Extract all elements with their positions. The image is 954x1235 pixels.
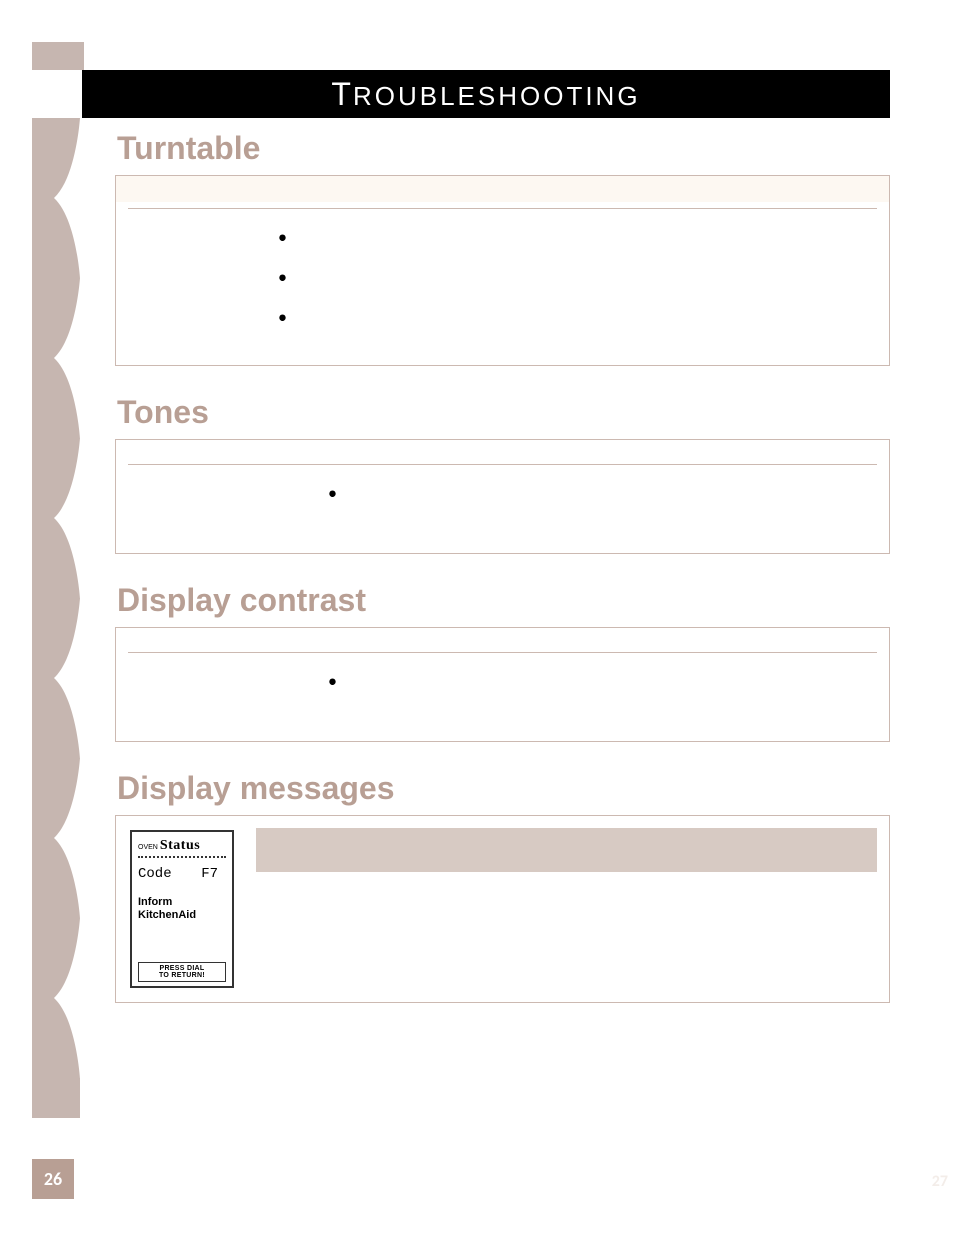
- section-card-display-messages: OVEN Status Code F7 Inform KitchenAid PR…: [115, 815, 890, 1003]
- card-divider: [128, 652, 877, 653]
- content-column: Turntable Tones Display contrast: [115, 118, 890, 1003]
- bullet-list: [128, 483, 877, 535]
- lcd-inform: Inform KitchenAid: [138, 896, 226, 922]
- lcd-code-value: F7: [201, 866, 218, 882]
- lcd-inform-line2: KitchenAid: [138, 909, 226, 922]
- lcd-inform-line1: Inform: [138, 896, 226, 909]
- page-number: 26: [44, 1168, 62, 1190]
- section-title-display-messages: Display messages: [117, 770, 890, 807]
- page-number-tab: 26: [32, 1159, 74, 1199]
- lcd-bottom-line2: TO RETURN!: [139, 972, 225, 979]
- section-title-tones: Tones: [117, 394, 890, 431]
- card-header-strip: [116, 628, 889, 646]
- section-card-turntable: [115, 175, 890, 366]
- message-header-strip: [256, 828, 877, 872]
- bullet-item: [328, 483, 877, 535]
- page-title-bar: TROUBLESHOOTING: [82, 70, 890, 118]
- section-title-display-contrast: Display contrast: [117, 582, 890, 619]
- bullet-list: [128, 671, 877, 723]
- section-card-display-contrast: [115, 627, 890, 742]
- lcd-code-label: Code: [138, 866, 172, 882]
- page-title-text: TROUBLESHOOTING: [331, 76, 640, 113]
- card-divider: [128, 208, 877, 209]
- section-title-turntable: Turntable: [117, 130, 890, 167]
- lcd-code-row: Code F7: [138, 866, 226, 882]
- card-header-strip: [116, 176, 889, 202]
- lcd-status-label: Status: [160, 838, 200, 854]
- header-stub: [32, 42, 84, 70]
- section-card-tones: [115, 439, 890, 554]
- bullet-list: [128, 227, 877, 347]
- lcd-bottom-line1: PRESS DIAL: [139, 965, 225, 972]
- lcd-bottom: PRESS DIAL TO RETURN!: [138, 962, 226, 982]
- card-divider: [128, 464, 877, 465]
- page-title-first-letter: T: [331, 76, 353, 112]
- bullet-item: [328, 671, 877, 723]
- left-scallop-decoration: [32, 118, 80, 1118]
- page-title-rest: ROUBLESHOOTING: [353, 81, 641, 111]
- lcd-panel: OVEN Status Code F7 Inform KitchenAid PR…: [130, 830, 234, 988]
- ghost-page-number: 27: [932, 1172, 948, 1191]
- card-header-strip: [116, 440, 889, 458]
- bullet-item: [278, 267, 877, 307]
- lcd-oven-label: OVEN: [138, 844, 158, 851]
- bullet-item: [278, 307, 877, 347]
- lcd-header: OVEN Status: [138, 838, 226, 858]
- bullet-item: [278, 227, 877, 267]
